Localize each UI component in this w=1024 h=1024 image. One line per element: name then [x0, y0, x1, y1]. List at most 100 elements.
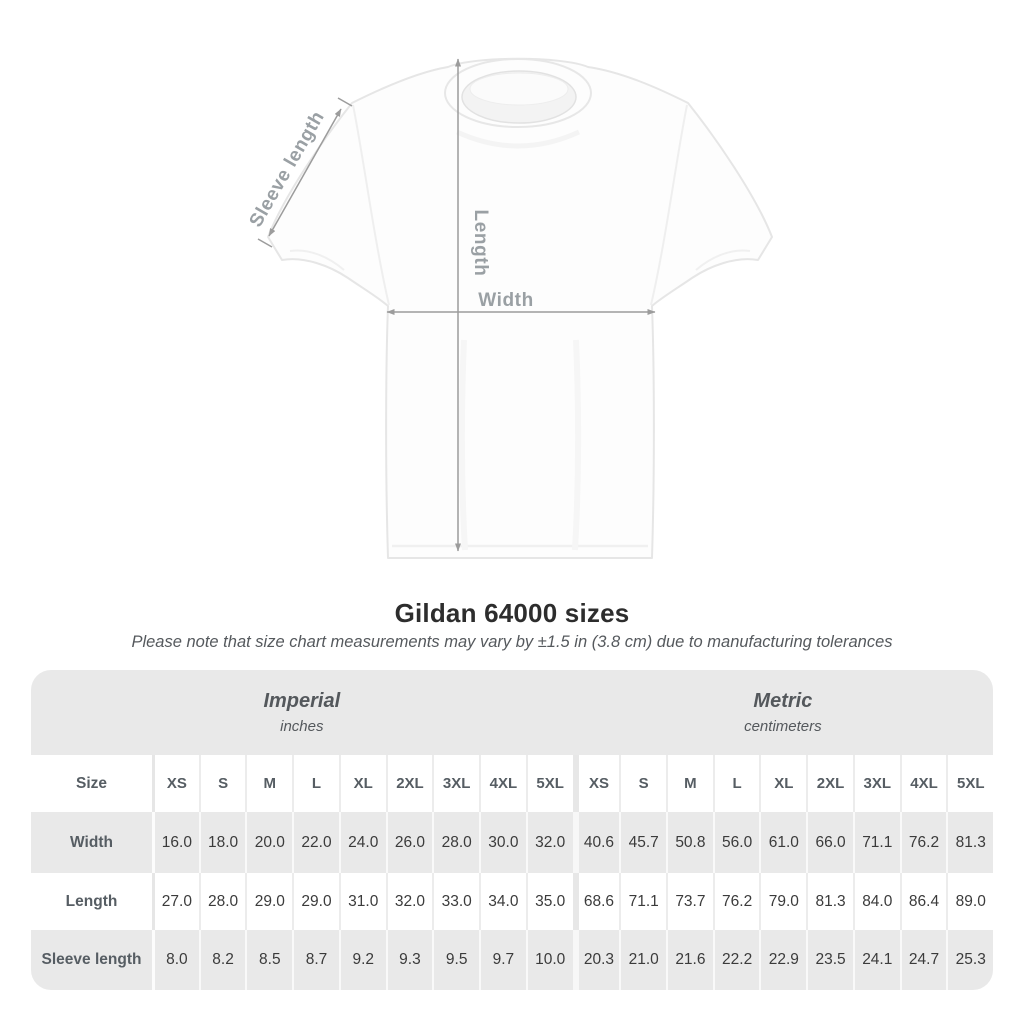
- metric-value-cell: 68.6: [572, 873, 620, 930]
- left-sleeve-hem: [289, 249, 345, 271]
- metric-value-cell: 71.1: [619, 873, 666, 930]
- size-table-grid: Imperial inches Metric centimeters Size …: [31, 670, 993, 990]
- metric-value-cell: 22.2: [712, 930, 760, 990]
- metric-value-cell: 21.0: [619, 930, 666, 990]
- imperial-value-cell: 8.7: [292, 930, 339, 990]
- imperial-value-cell: 22.0: [292, 812, 339, 873]
- imperial-value-cell: 35.0: [525, 873, 573, 930]
- metric-value-cell: 24.1: [852, 930, 900, 990]
- size-col-header: S: [198, 755, 246, 812]
- body-fold-right: [572, 339, 582, 551]
- metric-value-cell: 89.0: [946, 873, 993, 930]
- imperial-value-cell: 18.0: [198, 812, 246, 873]
- size-col-header: M: [245, 755, 292, 812]
- units-header-row: Imperial inches Metric centimeters: [31, 670, 993, 755]
- row-label: Length: [65, 892, 118, 910]
- body-fold-left: [458, 339, 468, 551]
- sleeve-length-arrow: [268, 108, 342, 237]
- metric-value-cell: 79.0: [759, 873, 806, 930]
- metric-value-cell: 86.4: [899, 873, 947, 930]
- imperial-value-cell: 16.0: [152, 812, 199, 873]
- imperial-header: Imperial inches: [31, 670, 573, 755]
- size-col-header: XS: [152, 755, 199, 812]
- tshirt-collar-back: [469, 72, 569, 106]
- imperial-value-cell: 34.0: [479, 873, 526, 930]
- size-col-header: XS: [572, 755, 620, 812]
- size-col-header: 3XL: [852, 755, 900, 812]
- imperial-value-cell: 8.0: [152, 930, 199, 990]
- imperial-value-cell: 24.0: [338, 812, 386, 873]
- imperial-value-cell: 9.7: [479, 930, 526, 990]
- metric-label: Metric: [753, 690, 813, 712]
- metric-value-cell: 73.7: [666, 873, 713, 930]
- measurement-row: Sleeve length 8.0 8.2 8.5 8.7 9.2 9.3 9.5 9.7 10.…: [31, 930, 993, 990]
- row-label: Sleeve length: [41, 951, 142, 968]
- size-col-header: M: [666, 755, 713, 812]
- measurement-row: Width 16.0 18.0 20.0 22.0 24.0 26.0 28.0 30.0 32.…: [31, 812, 993, 873]
- length-label: Length: [470, 210, 491, 277]
- imperial-value-cell: 30.0: [479, 812, 526, 873]
- size-header-cell: Size: [75, 774, 107, 792]
- imperial-value-cell: 26.0: [385, 812, 433, 873]
- metric-value-cell: 25.3: [946, 930, 993, 990]
- imperial-value-cell: 9.5: [432, 930, 479, 990]
- page-title: Gildan 64000 sizes: [394, 598, 630, 628]
- sleeve-tick-top: [337, 97, 353, 107]
- imperial-value-cell: 10.0: [525, 930, 573, 990]
- width-label: Width: [478, 290, 534, 311]
- size-col-header: L: [712, 755, 760, 812]
- imperial-value-cell: 27.0: [152, 873, 199, 930]
- tolerance-note: Please note that size chart measurements…: [131, 633, 893, 651]
- metric-value-cell: 40.6: [572, 812, 620, 873]
- size-col-header: S: [619, 755, 666, 812]
- right-sleeve-hem: [695, 249, 751, 271]
- metric-value-cell: 45.7: [619, 812, 666, 873]
- metric-value-cell: 71.1: [852, 812, 900, 873]
- metric-value-cell: 76.2: [899, 812, 947, 873]
- size-col-header: XL: [338, 755, 386, 812]
- right-sleeve-seam: [650, 104, 688, 306]
- size-col-header: 5XL: [946, 755, 993, 812]
- size-col-header: XL: [759, 755, 806, 812]
- imperial-value-cell: 8.2: [198, 930, 246, 990]
- metric-value-cell: 22.9: [759, 930, 806, 990]
- size-table: Imperial inches Metric centimeters Size …: [31, 670, 993, 990]
- imperial-value-cell: 29.0: [292, 873, 339, 930]
- metric-value-cell: 84.0: [852, 873, 900, 930]
- size-col-header: 2XL: [806, 755, 853, 812]
- imperial-value-cell: 8.5: [245, 930, 292, 990]
- tshirt-diagram: Length Width Sleeve length: [246, 57, 773, 559]
- metric-value-cell: 76.2: [712, 873, 760, 930]
- imperial-value-cell: 32.0: [525, 812, 573, 873]
- row-label: Width: [70, 833, 113, 851]
- size-col-header: 2XL: [385, 755, 433, 812]
- metric-value-cell: 23.5: [806, 930, 853, 990]
- size-col-header: 4XL: [899, 755, 947, 812]
- imperial-value-cell: 32.0: [385, 873, 433, 930]
- metric-header: Metric centimeters: [573, 670, 993, 755]
- metric-value-cell: 66.0: [806, 812, 853, 873]
- imperial-label: Imperial: [263, 690, 341, 712]
- size-col-header: L: [292, 755, 339, 812]
- imperial-value-cell: 9.2: [338, 930, 386, 990]
- metric-value-cell: 50.8: [666, 812, 713, 873]
- metric-value-cell: 81.3: [806, 873, 853, 930]
- imperial-value-cell: 31.0: [338, 873, 386, 930]
- sleeve-tick-bottom: [257, 238, 273, 248]
- metric-value-cell: 61.0: [759, 812, 806, 873]
- metric-value-cell: 56.0: [712, 812, 760, 873]
- size-col-header: 3XL: [432, 755, 479, 812]
- metric-sublabel: centimeters: [744, 718, 822, 735]
- size-col-header: 4XL: [479, 755, 526, 812]
- metric-value-cell: 24.7: [899, 930, 947, 990]
- metric-value-cell: 81.3: [946, 812, 993, 873]
- imperial-value-cell: 28.0: [432, 812, 479, 873]
- size-header-row: Size XS S M L XL 2XL 3XL 4XL 5XL XS S M L XL 2XL 3XL 4XL…: [31, 755, 993, 812]
- imperial-value-cell: 33.0: [432, 873, 479, 930]
- imperial-value-cell: 29.0: [245, 873, 292, 930]
- measurement-row: Length 27.0 28.0 29.0 29.0 31.0 32.0 33.0 34.0 35…: [31, 873, 993, 930]
- chest-shading: [455, 129, 581, 149]
- metric-value-cell: 21.6: [666, 930, 713, 990]
- size-col-header: 5XL: [525, 755, 573, 812]
